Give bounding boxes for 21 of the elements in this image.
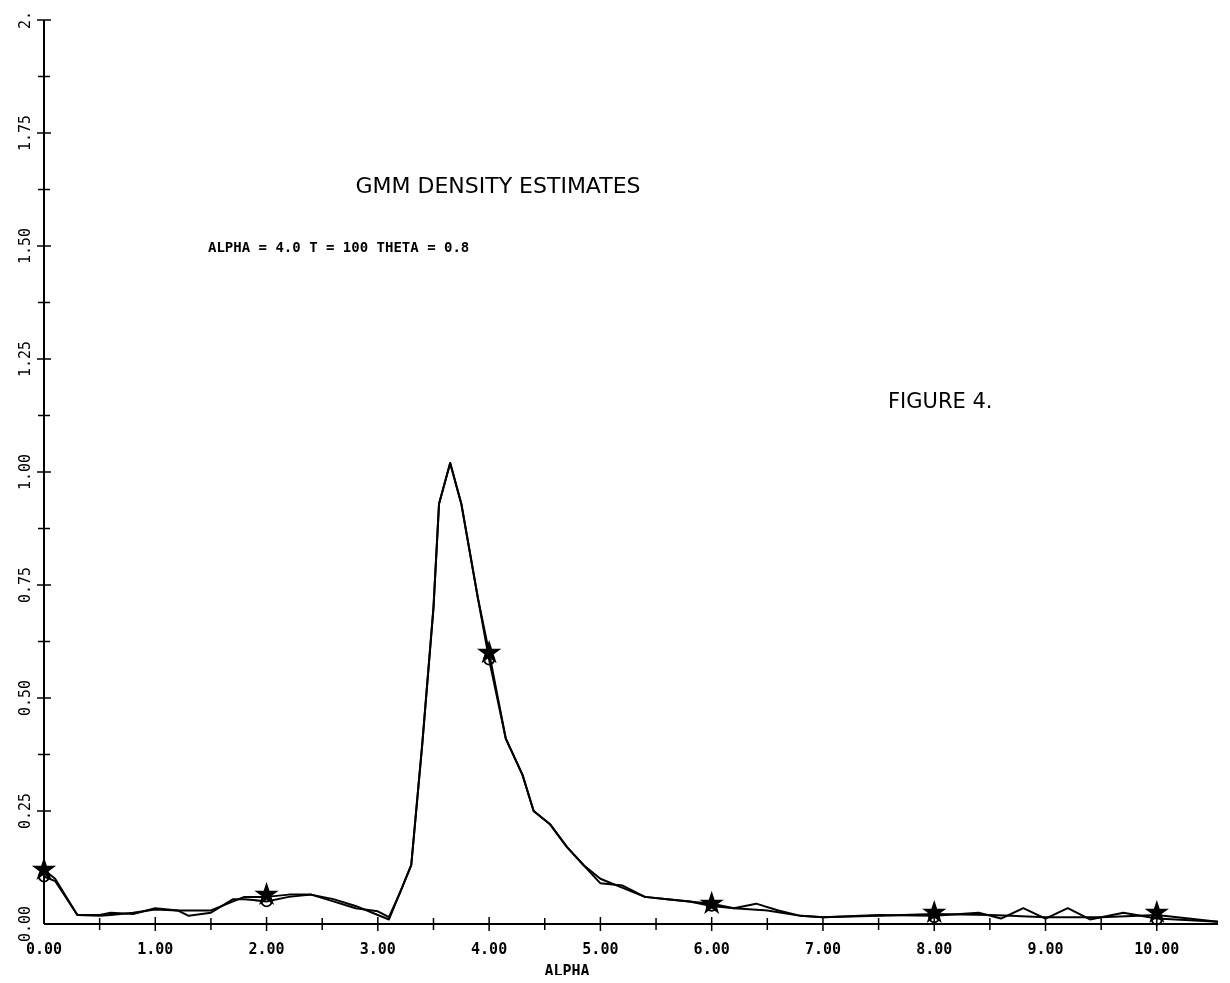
x-tick-label: 1.00 [137, 940, 174, 958]
x-tick-label: 9.00 [1027, 940, 1064, 958]
y-tick-label: 1.75 [16, 114, 34, 152]
x-tick-label: 2.00 [248, 940, 285, 958]
x-tick-label: 4.00 [471, 940, 508, 958]
x-tick-label: 5.00 [582, 940, 619, 958]
y-tick-label: 0.50 [16, 679, 34, 717]
x-tick-label: 6.00 [693, 940, 730, 958]
y-tick-label: 1.25 [16, 340, 34, 378]
y-tick-label: 2. [16, 10, 34, 30]
y-tick-label: 1.50 [16, 227, 34, 265]
annotation: FIGURE 4. [888, 389, 993, 413]
y-tick-label: 0.75 [16, 566, 34, 604]
x-tick-label: 7.00 [804, 940, 842, 958]
y-tick-label: 1.00 [16, 453, 34, 491]
y-tick-label: 0.25 [16, 792, 34, 830]
text: GMM DENSITY ESTIMATES [355, 173, 641, 198]
x-tick-label: 10.00 [1134, 940, 1180, 958]
x-tick-label: 8.00 [916, 940, 953, 958]
x-tick-label: 3.00 [359, 940, 396, 958]
annotation: ALPHA = 4.0 T = 100 THETA = 0.8 [208, 239, 470, 255]
